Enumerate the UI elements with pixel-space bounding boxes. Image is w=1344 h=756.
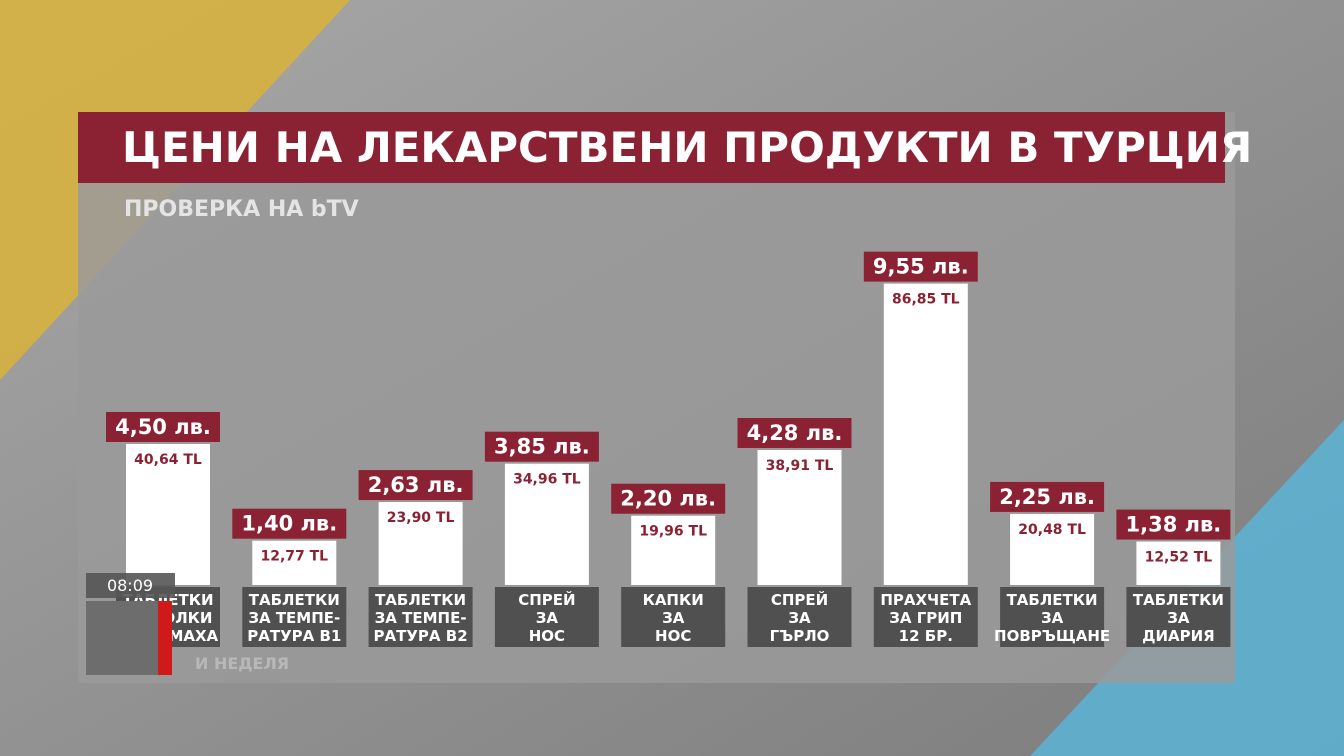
bar: [378, 502, 463, 585]
bar: [126, 443, 210, 585]
category-box: [494, 587, 599, 647]
chart-title: ЦЕНИ НА ЛЕКАРСТВЕНИ ПРОДУКТИ В ТУРЦИЯ: [122, 123, 1252, 172]
category-label: ТАБЛЕТКИ ЗА ТЕМПЕ-РАТУРА В2: [374, 591, 468, 645]
bar-value-label: 20,48 TL: [1018, 522, 1086, 538]
price-box: [358, 470, 473, 501]
price-box: [737, 417, 852, 448]
price-box: [611, 483, 726, 514]
bar: [631, 515, 716, 585]
price-box: [863, 251, 978, 282]
category-box: [747, 587, 852, 647]
category-box: [242, 587, 347, 647]
price-label: 4,28 лв.: [747, 421, 843, 445]
price-label: 4,50 лв.: [115, 415, 211, 439]
chart-subtitle: ПРОВЕРКА НА bTV: [124, 197, 359, 222]
price-label: 3,85 лв.: [494, 435, 590, 459]
bar-value-label: 12,77 TL: [260, 549, 328, 565]
bar-value-label: 23,90 TL: [387, 510, 455, 526]
bar-value-label: 38,91 TL: [766, 458, 834, 474]
category-label: ТАБЛЕТКИ ЗА ДИАРИЯ: [1133, 591, 1224, 645]
price-box: [232, 508, 347, 539]
price-box: [990, 481, 1105, 512]
category-box: [1000, 587, 1105, 647]
price-box: [1116, 509, 1231, 540]
category-label: ПРАХЧЕТА ЗА ГРИП 12 БР.: [880, 591, 971, 645]
clock: 08:09: [107, 576, 153, 595]
bar: [504, 463, 589, 585]
bar-value-label: 40,64 TL: [134, 452, 202, 468]
show-name: И НЕДЕЛЯ: [195, 654, 289, 673]
bar-value-label: 34,96 TL: [513, 472, 581, 488]
title-bar: [78, 112, 1225, 183]
price-label: 9,55 лв.: [873, 255, 969, 279]
bar-value-label: 19,96 TL: [639, 524, 707, 540]
bar: [252, 540, 337, 585]
logo-stripe: [158, 601, 172, 675]
category-label: ТАБЛЕТКИ ЗА ПОВРЪЩАНЕ: [994, 591, 1110, 645]
bar: [757, 449, 842, 585]
category-box: [621, 587, 726, 647]
category-box: [368, 587, 473, 647]
category-box: [873, 587, 978, 647]
price-label: 2,20 лв.: [620, 487, 716, 511]
category-label: КАПКИ ЗА НОС: [643, 591, 704, 645]
price-label: 2,25 лв.: [999, 485, 1095, 509]
category-label: СПРЕЙ ЗА НОС: [518, 590, 575, 645]
clock-box: [86, 573, 175, 598]
bar: [1010, 513, 1095, 585]
category-label: ТАБЛЕТКИ ЗА ТЕМПЕ-РАТУРА В1: [247, 591, 341, 645]
bar: [1136, 541, 1221, 585]
bar: [883, 283, 968, 585]
bar-value-label: 86,85 TL: [892, 292, 960, 308]
logo-box: [86, 601, 158, 675]
price-label: 1,38 лв.: [1126, 513, 1222, 537]
price-label: 1,40 лв.: [241, 512, 337, 536]
price-label: 2,63 лв.: [368, 473, 464, 497]
price-box: [484, 431, 599, 462]
category-box: [1126, 587, 1231, 647]
price-box: [106, 411, 220, 442]
bar-value-label: 12,52 TL: [1145, 550, 1213, 566]
category-label: СПРЕЙ ЗА ГЪРЛО: [770, 590, 830, 645]
